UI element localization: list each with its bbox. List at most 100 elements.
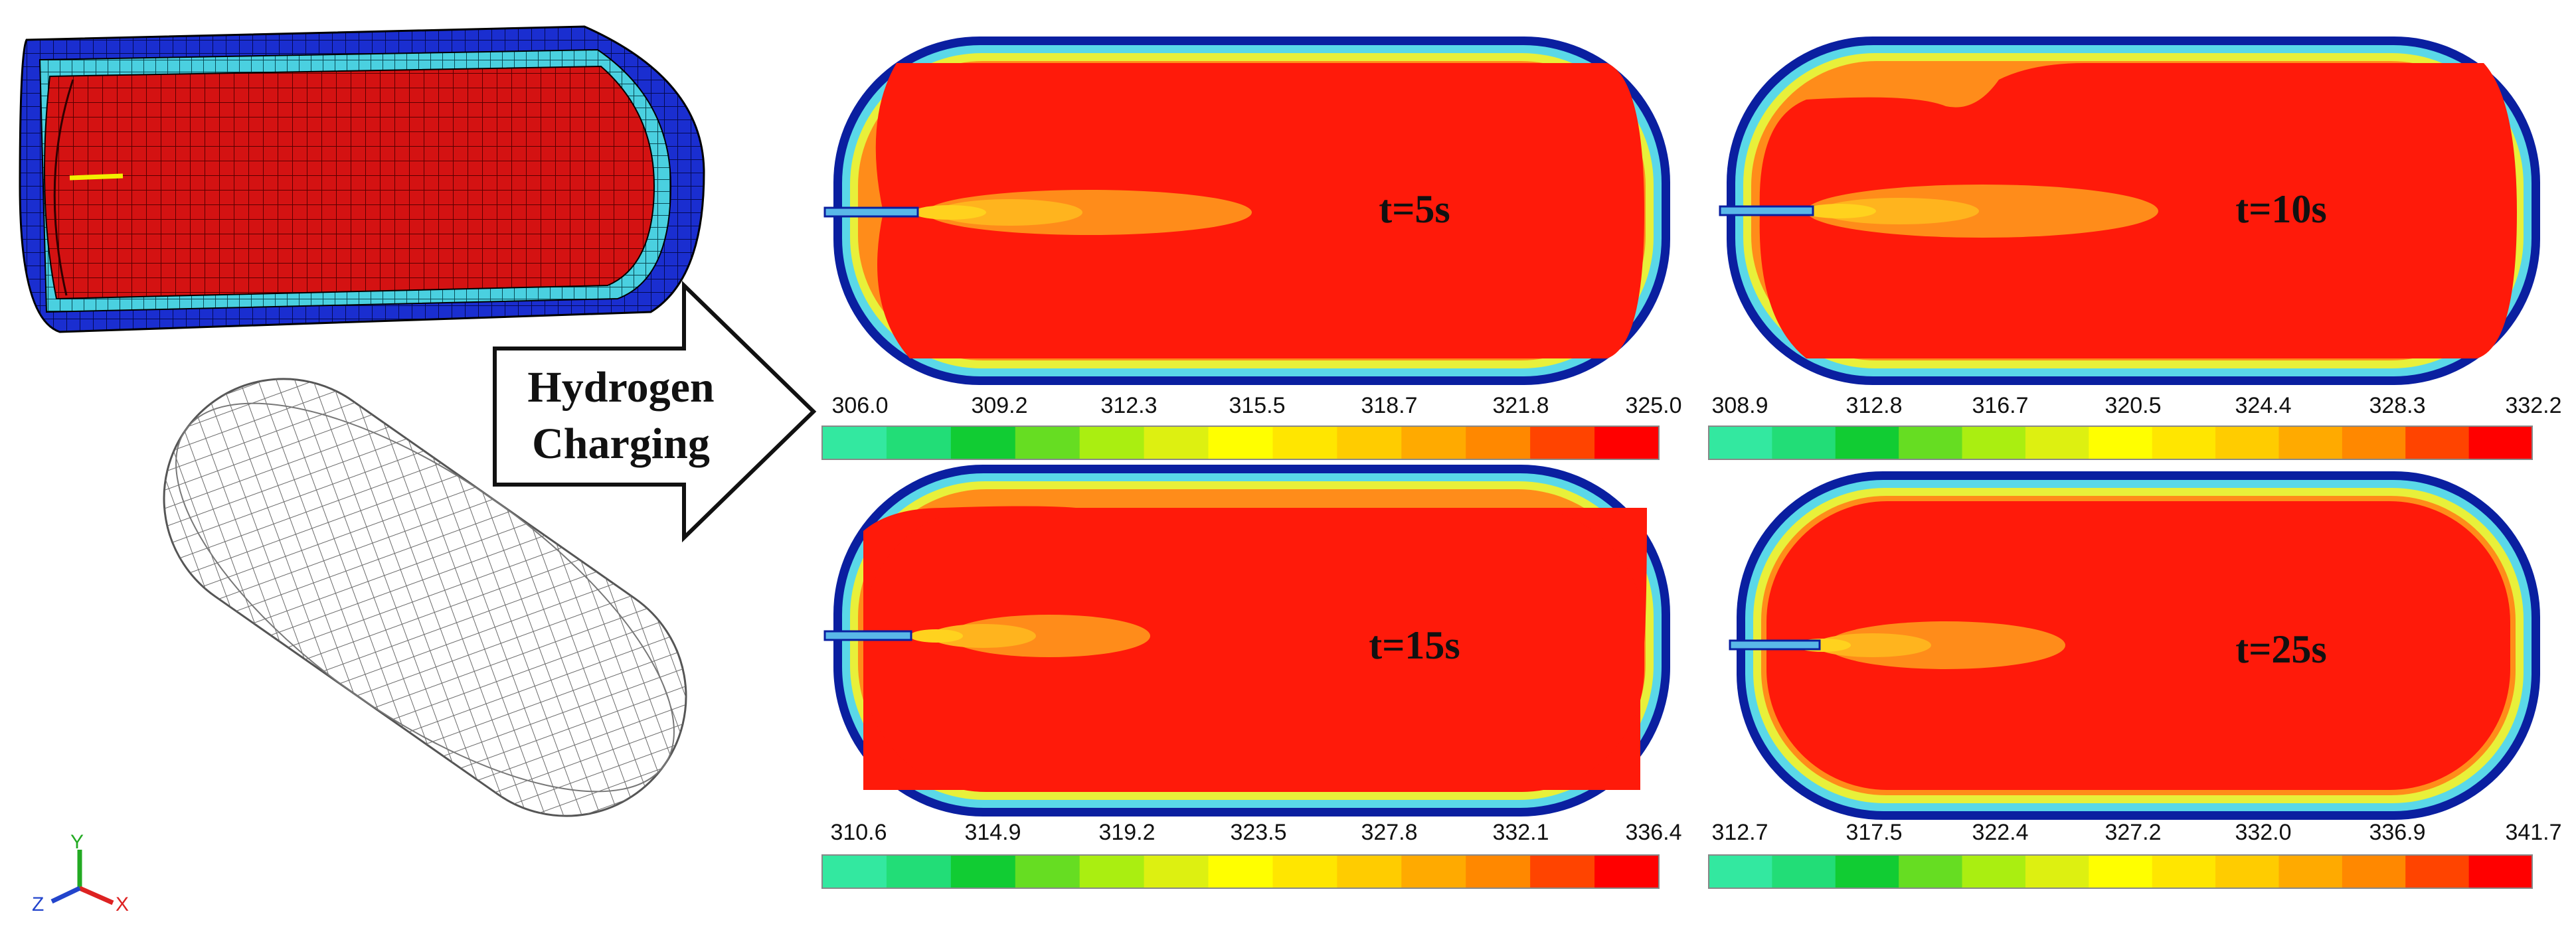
tank-wireframe-mesh (163, 378, 687, 817)
colorbar-tick: 328.3 (2369, 393, 2425, 418)
colorbar-segment (1466, 426, 1531, 459)
colorbar-frame (1708, 854, 2533, 889)
colorbar-tick: 312.8 (1846, 393, 1902, 418)
colorbar-segment (950, 426, 1016, 459)
colorbar-tick: 317.5 (1846, 820, 1902, 845)
colorbar-segment (1401, 855, 1466, 888)
colorbar-segment (822, 426, 887, 459)
colorbar-tick: 327.8 (1361, 820, 1417, 845)
colorbar-segment (1772, 426, 1836, 459)
colorbar-segment (2089, 855, 2153, 888)
colorbar-segment (1015, 426, 1080, 459)
colorbar-tick: 321.8 (1492, 393, 1549, 418)
z-axis-label: Z (32, 893, 44, 915)
colorbar-segment (1594, 426, 1660, 459)
time-label: t=25s (2235, 627, 2327, 671)
colorbar-t5 (821, 426, 1660, 460)
colorbar-segment (2152, 426, 2216, 459)
colorbar-segment (1208, 855, 1273, 888)
colorbar-segment (1401, 426, 1466, 459)
colorbar-tick: 322.4 (1972, 820, 2028, 845)
colorbar-t25-ticks: 312.7 317.5 322.4 327.2 332.0 336.9 341.… (1711, 820, 2561, 845)
colorbar-segment (1337, 855, 1402, 888)
colorbar-tick: 324.4 (2235, 393, 2291, 418)
colorbar-frame (1708, 426, 2533, 460)
colorbar-t15 (821, 854, 1660, 889)
colorbar-tick: 341.7 (2505, 820, 2561, 845)
colorbar-segment (2278, 855, 2343, 888)
colorbar-segment (1272, 855, 1337, 888)
colorbar-segment (886, 855, 952, 888)
colorbar-segment (822, 855, 887, 888)
colorbar-t15-ticks: 310.6 314.9 319.2 323.5 327.8 332.1 336.… (830, 820, 1681, 845)
colorbar-segment (2405, 855, 2470, 888)
colorbar-segment (1144, 426, 1209, 459)
colorbar-segment (1899, 855, 1963, 888)
colorbar-t5-ticks: 306.0 309.2 312.3 315.5 318.7 321.8 325.… (831, 393, 1681, 418)
time-label: t=15s (1369, 623, 1460, 667)
colorbar-t10-ticks: 308.9 312.8 316.7 320.5 324.4 328.3 332.… (1711, 393, 2561, 418)
colorbar-t10 (1708, 426, 2533, 460)
time-label: t=5s (1379, 187, 1450, 231)
colorbar-segment (2215, 855, 2279, 888)
arrow-label-line1: Hydrogen (527, 363, 714, 412)
colorbar-segment (1772, 855, 1836, 888)
colorbar-tick: 332.0 (2235, 820, 2291, 845)
colorbar-segment (2152, 855, 2216, 888)
colorbar-tick: 312.7 (1711, 820, 1768, 845)
colorbar-segment (1530, 855, 1595, 888)
contour-panel-t10: t=10s (1719, 37, 2540, 385)
x-axis-label: X (116, 893, 129, 915)
colorbar-tick: 316.7 (1972, 393, 2028, 418)
colorbar-segment (1962, 426, 2026, 459)
colorbar-tick: 336.4 (1625, 820, 1681, 845)
colorbar-frame (821, 426, 1660, 460)
colorbar-tick: 318.7 (1361, 393, 1417, 418)
colorbar-segment (1530, 426, 1595, 459)
colorbar-t25 (1708, 854, 2533, 889)
colorbar-segment (1015, 855, 1080, 888)
tank-3d-model (19, 25, 705, 333)
colorbar-segment (2342, 426, 2406, 459)
colorbar-segment (1079, 426, 1145, 459)
colorbar-segment (1709, 855, 1772, 888)
colorbar-segment (1208, 426, 1273, 459)
colorbar-segment (886, 426, 952, 459)
arrow-label-line2: Charging (532, 420, 710, 468)
colorbar-frame (821, 854, 1660, 889)
contour-panel-t5: t=5s (823, 37, 1670, 385)
gas-domain (44, 65, 655, 300)
colorbar-segment (2025, 426, 2089, 459)
colorbar-tick: 325.0 (1625, 393, 1681, 418)
colorbar-tick: 319.2 (1098, 820, 1155, 845)
colorbar-tick: 332.2 (2505, 393, 2561, 418)
colorbar-segment (1835, 855, 1899, 888)
colorbar-tick: 312.3 (1100, 393, 1157, 418)
colorbar-tick: 314.9 (964, 820, 1021, 845)
colorbar-segment (2025, 855, 2089, 888)
colorbar-segment (2278, 426, 2343, 459)
time-label: t=10s (2235, 187, 2327, 231)
colorbar-segment (1079, 855, 1145, 888)
x-axis-icon (78, 886, 114, 905)
colorbar-tick: 336.9 (2369, 820, 2425, 845)
colorbar-segment (950, 855, 1016, 888)
hydrogen-charging-arrow: Hydrogen Charging (493, 280, 817, 543)
colorbar-segment (2342, 855, 2406, 888)
colorbar-tick: 323.5 (1230, 820, 1286, 845)
colorbar-segment (1962, 855, 2026, 888)
colorbar-segment (1337, 426, 1402, 459)
colorbar-segment (1899, 426, 1963, 459)
colorbar-tick: 327.2 (2104, 820, 2161, 845)
colorbar-tick: 310.6 (830, 820, 887, 845)
colorbar-segment (1709, 426, 1772, 459)
colorbar-segment (2089, 426, 2153, 459)
colorbar-segment (2468, 426, 2533, 459)
colorbar-tick: 306.0 (831, 393, 888, 418)
colorbar-segment (1835, 426, 1899, 459)
inlet-pipe (69, 173, 124, 181)
colorbar-segment (2405, 426, 2470, 459)
colorbar-tick: 315.5 (1229, 393, 1285, 418)
axes-triad: Y X Z (32, 831, 129, 915)
